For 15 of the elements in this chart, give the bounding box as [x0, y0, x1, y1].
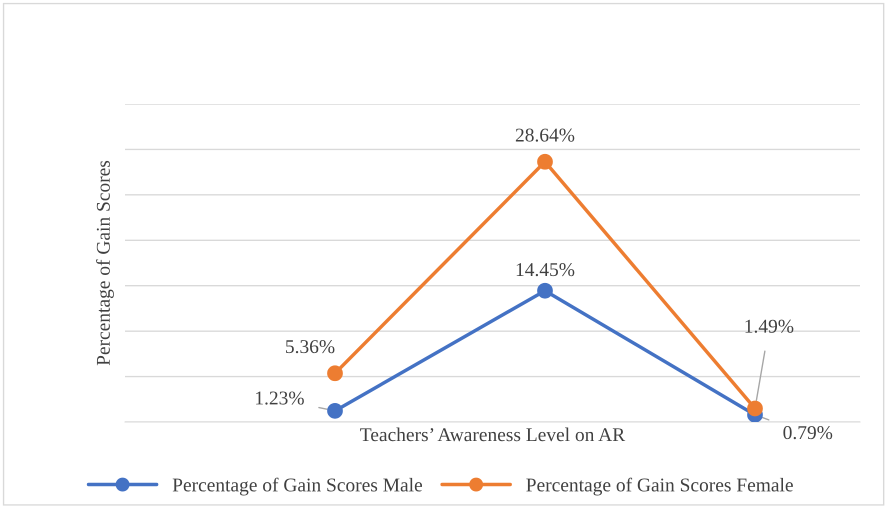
data-label: 1.23% — [256, 391, 304, 405]
legend-label: Percentage of Gain Scores Male — [172, 478, 422, 496]
x-axis-title: Teachers’ Awareness Level on AR — [360, 428, 626, 442]
point — [747, 400, 763, 416]
point — [327, 365, 343, 382]
point — [327, 402, 343, 419]
point — [537, 154, 553, 170]
legend-label: Percentage of Gain Scores Female — [526, 478, 793, 496]
y-axis-title: Percentage of Gain Scores — [96, 160, 114, 366]
data-label: 28.64% — [516, 128, 574, 142]
data-label: 1.49% — [745, 320, 794, 333]
data-label: 5.36% — [286, 340, 334, 354]
data-label: 0.79% — [783, 426, 832, 440]
data-label: 14.45% — [516, 263, 574, 276]
point — [537, 282, 553, 299]
